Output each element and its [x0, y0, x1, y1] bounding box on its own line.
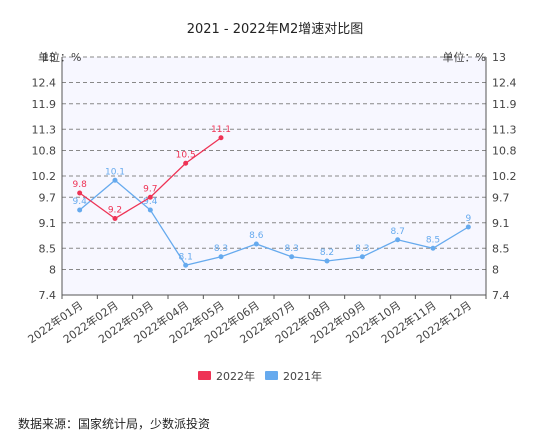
y-tick-label-right: 8 [492, 264, 499, 277]
data-point [430, 245, 436, 251]
data-point [147, 194, 153, 200]
data-point [183, 262, 189, 268]
legend-swatch [198, 371, 211, 380]
data-label: 10.5 [176, 150, 196, 160]
data-label: 11.1 [211, 125, 231, 135]
y-tick-label-left: 7.4 [39, 289, 57, 302]
data-label: 9.8 [73, 180, 88, 190]
data-label: 8.2 [320, 248, 334, 258]
data-label: 8.6 [249, 231, 264, 241]
y-tick-label-right: 7.4 [492, 289, 510, 302]
data-label: 8.3 [355, 244, 369, 254]
y-tick-label-right: 10.8 [492, 145, 517, 158]
y-tick-label-left: 11.9 [32, 98, 57, 111]
data-point [77, 190, 83, 196]
y-tick-label-left: 9.7 [39, 191, 57, 204]
data-label: 10.1 [105, 167, 125, 177]
data-label: 8.5 [426, 235, 440, 245]
data-point [253, 241, 259, 247]
y-tick-label-right: 11.3 [492, 123, 517, 136]
y-tick-label-left: 12.4 [32, 77, 57, 90]
data-label: 8.3 [285, 244, 299, 254]
data-label: 9.4 [73, 197, 88, 207]
y-tick-label-right: 12.4 [492, 77, 517, 90]
data-point [324, 258, 330, 264]
y-tick-label-left: 11.3 [32, 123, 57, 136]
data-point [112, 177, 118, 183]
y-tick-label-right: 9.1 [492, 217, 510, 230]
y-tick-label-left: 10.8 [32, 145, 57, 158]
y-tick-label-right: 9.7 [492, 191, 510, 204]
data-label: 9.2 [108, 206, 122, 216]
legend-label: 2021年 [283, 369, 322, 383]
right-unit-label: 单位：% [443, 50, 486, 64]
y-tick-label-right: 11.9 [492, 98, 517, 111]
data-label: 8.3 [214, 244, 228, 254]
data-point [77, 207, 83, 213]
y-tick-label-right: 8.5 [492, 242, 510, 255]
y-tick-label-left: 13 [42, 51, 56, 64]
y-tick-label-left: 9.1 [39, 217, 57, 230]
data-label: 9.4 [143, 197, 158, 207]
data-point [395, 237, 401, 243]
data-label: 8.1 [179, 252, 193, 262]
data-point [359, 254, 365, 260]
data-point [147, 207, 153, 213]
data-label: 8.7 [391, 227, 405, 237]
data-point [289, 254, 295, 260]
data-point [465, 224, 471, 230]
y-tick-label-right: 10.2 [492, 170, 517, 183]
data-label: 9 [465, 214, 471, 224]
legend-swatch [265, 371, 278, 380]
y-tick-label-right: 13 [492, 51, 506, 64]
y-tick-label-left: 8 [49, 264, 56, 277]
data-point [112, 216, 118, 221]
legend-label: 2022年 [216, 369, 255, 383]
y-tick-label-left: 8.5 [39, 242, 57, 255]
data-point [183, 160, 189, 166]
chart-title: 2021 - 2022年M2增速对比图 [186, 22, 364, 37]
data-source-note: 数据来源：国家统计局，少数派投资 [18, 417, 211, 431]
y-tick-label-left: 10.2 [32, 170, 57, 183]
data-label: 9.7 [143, 184, 157, 194]
data-point [218, 135, 224, 141]
data-point [218, 254, 224, 260]
series-line-1 [79, 179, 469, 266]
left-unit-label: 单位：% [38, 50, 81, 64]
